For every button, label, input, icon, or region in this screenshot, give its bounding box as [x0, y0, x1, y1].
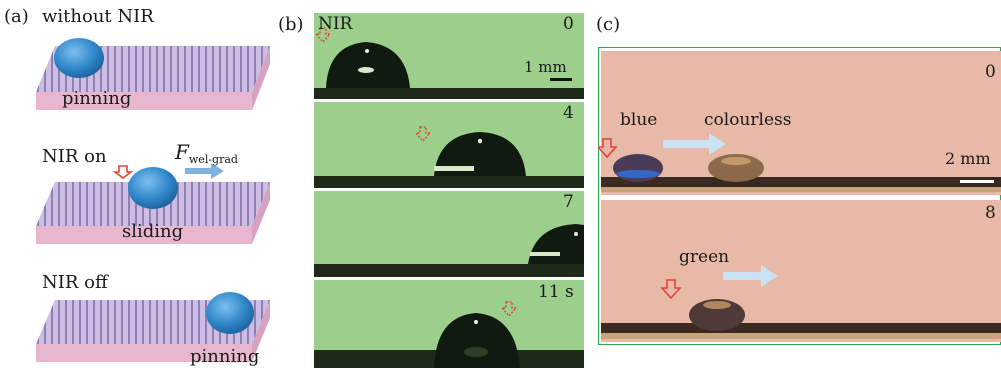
panel-b-label: (b): [278, 14, 304, 35]
nir-arrow-icon-b2: [414, 126, 432, 143]
stage2-title: NIR on: [42, 146, 107, 167]
panel-c-photos: [598, 47, 1001, 345]
droplet-2: [128, 167, 178, 209]
droplet-3: [206, 292, 254, 334]
photo-1: [601, 51, 1001, 195]
nir-arrow-icon: [112, 165, 134, 179]
force-arrow-icon: [185, 163, 224, 179]
frame-4-time: 11 s: [538, 282, 574, 302]
droplet-frame-1: [326, 42, 410, 88]
droplet-green: [689, 299, 745, 331]
force-subscript: wel-grad: [188, 153, 238, 166]
nir-arrow-icon-c1: [598, 138, 618, 159]
direction-arrow-icon-c2: [723, 265, 778, 287]
nir-label-b: NIR: [318, 14, 353, 34]
force-label: Fwel-grad: [175, 140, 238, 166]
stage1-label: pinning: [62, 88, 132, 109]
label-green: green: [679, 247, 730, 267]
stage3-label: pinning: [190, 346, 260, 367]
direction-arrow-icon-c1: [663, 133, 726, 155]
panel-c-label: (c): [596, 14, 621, 35]
panel-b-frames: [314, 13, 584, 368]
frame-3-time: 7: [563, 192, 574, 212]
nir-arrow-icon-c2: [660, 279, 682, 300]
panel-a: (a) without NIR: [0, 0, 290, 368]
frame-2-time: 4: [563, 103, 574, 123]
photo-2: [601, 200, 1001, 342]
panel-a-title: without NIR: [42, 6, 154, 27]
stage2-label: sliding: [122, 221, 184, 242]
droplet-frame-2: [434, 132, 526, 176]
droplet-1: [54, 38, 104, 78]
nir-arrow-icon-b4: [500, 301, 518, 318]
droplet-frame-4: [434, 313, 520, 368]
panel-a-label: (a): [4, 6, 29, 27]
nir-arrow-icon-b1: [314, 27, 332, 44]
photo-1-time: 0: [985, 62, 996, 82]
label-blue: blue: [620, 110, 658, 130]
scale-label-c: 2 mm: [945, 149, 991, 168]
frame-1-time: 0: [563, 14, 574, 34]
scale-bar-b: [550, 78, 572, 81]
scale-bar-c: [960, 180, 994, 183]
scale-label-b: 1 mm: [524, 58, 567, 76]
label-colourless: colourless: [704, 110, 792, 130]
stage3-title: NIR off: [42, 272, 108, 293]
force-symbol: F: [175, 140, 189, 164]
panel-a-illustrations: [36, 38, 270, 362]
photo-2-time: 8: [985, 203, 996, 223]
